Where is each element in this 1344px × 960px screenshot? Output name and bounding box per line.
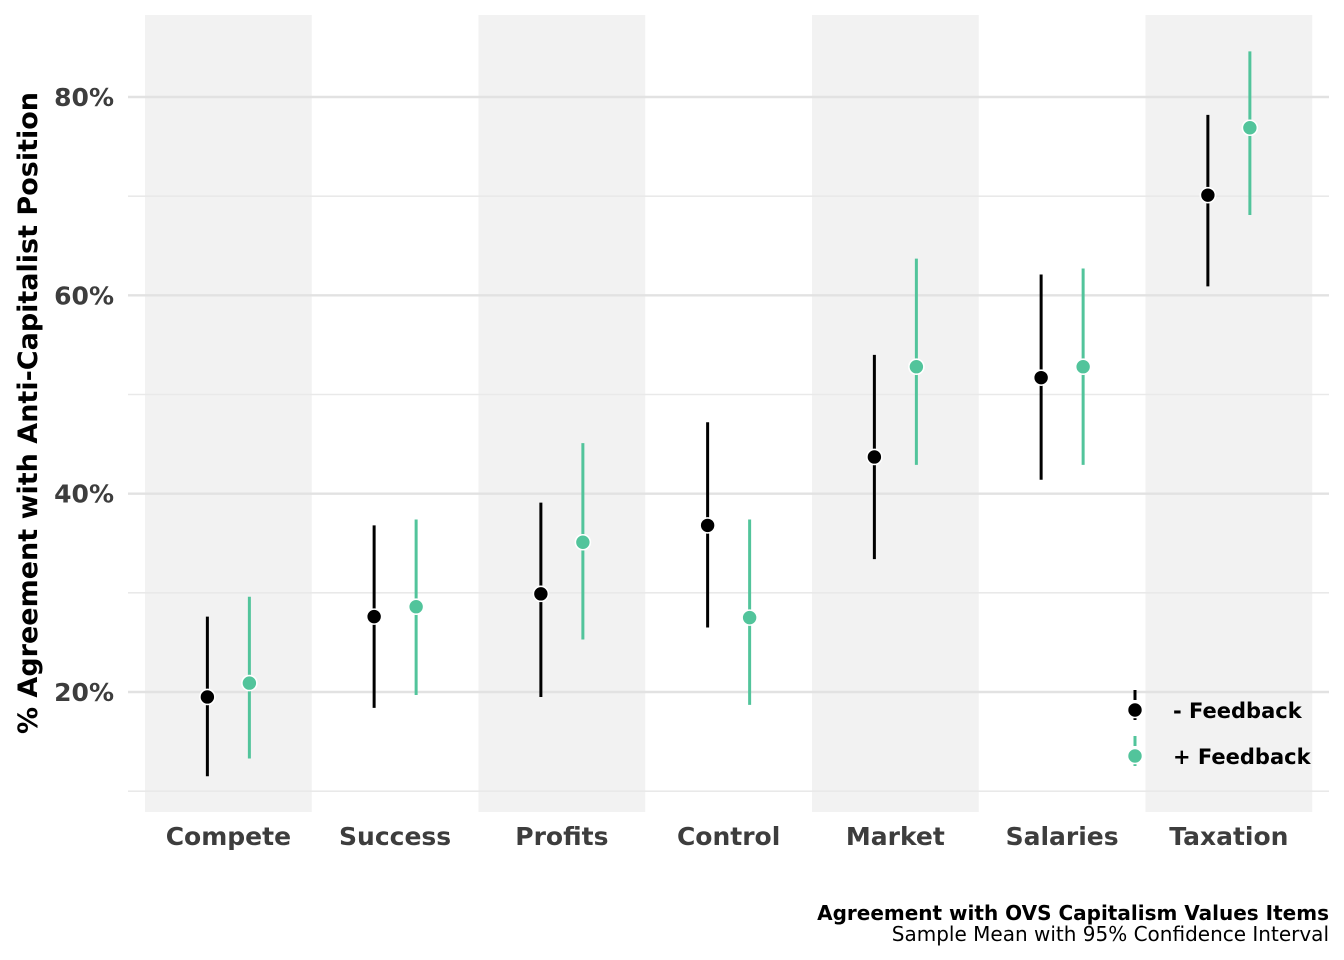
caption-title: Agreement with OVS Capitalism Values Ite… bbox=[817, 901, 1329, 925]
x-tick-labels: Compete Success Profits Control Market Salari… bbox=[166, 822, 1289, 851]
data-point bbox=[532, 585, 550, 603]
legend-key-point bbox=[1126, 747, 1144, 765]
data-point bbox=[741, 609, 758, 626]
legend: - Feedback + Feedback bbox=[1126, 690, 1312, 774]
y-tick-label: 40% bbox=[54, 480, 114, 509]
y-tick-label: 60% bbox=[54, 281, 114, 310]
data-point bbox=[1074, 358, 1092, 376]
category-band bbox=[1145, 15, 1313, 812]
x-tick-label: Control bbox=[677, 822, 780, 851]
y-axis-title: % Agreement with Anti-Capitalist Positio… bbox=[13, 92, 44, 734]
x-tick-label: Taxation bbox=[1169, 822, 1288, 851]
y-tick-label: 80% bbox=[54, 83, 114, 112]
data-point bbox=[1241, 119, 1259, 137]
series-minus-feedback bbox=[199, 114, 1217, 777]
category-band bbox=[812, 15, 979, 812]
caption-subtitle: Sample Mean with 95% Confidence Interval bbox=[892, 922, 1329, 946]
category-band bbox=[478, 15, 646, 812]
data-point bbox=[574, 533, 592, 551]
data-point bbox=[908, 358, 925, 376]
data-marks bbox=[199, 51, 1259, 777]
x-tick-label: Compete bbox=[166, 822, 291, 851]
legend-label: - Feedback bbox=[1173, 699, 1303, 723]
category-bands bbox=[145, 15, 1313, 812]
data-point bbox=[199, 688, 216, 706]
data-point bbox=[365, 608, 383, 625]
data-point bbox=[866, 448, 883, 466]
data-point bbox=[1199, 186, 1217, 204]
data-point bbox=[241, 674, 258, 692]
legend-label: + Feedback bbox=[1173, 745, 1312, 769]
x-tick-label: Salaries bbox=[1006, 822, 1119, 851]
data-point bbox=[699, 517, 716, 534]
series-plus-feedback bbox=[241, 51, 1259, 759]
data-point bbox=[1032, 369, 1050, 386]
data-point bbox=[407, 598, 425, 616]
x-tick-label: Market bbox=[846, 822, 945, 851]
x-tick-label: Profits bbox=[515, 822, 608, 851]
y-tick-labels: 20% 40% 60% 80% bbox=[54, 83, 114, 707]
category-band bbox=[145, 15, 312, 812]
legend-key-point bbox=[1126, 701, 1144, 719]
gridlines bbox=[128, 95, 1329, 792]
y-tick-label: 20% bbox=[54, 678, 114, 707]
x-tick-label: Success bbox=[339, 822, 451, 851]
